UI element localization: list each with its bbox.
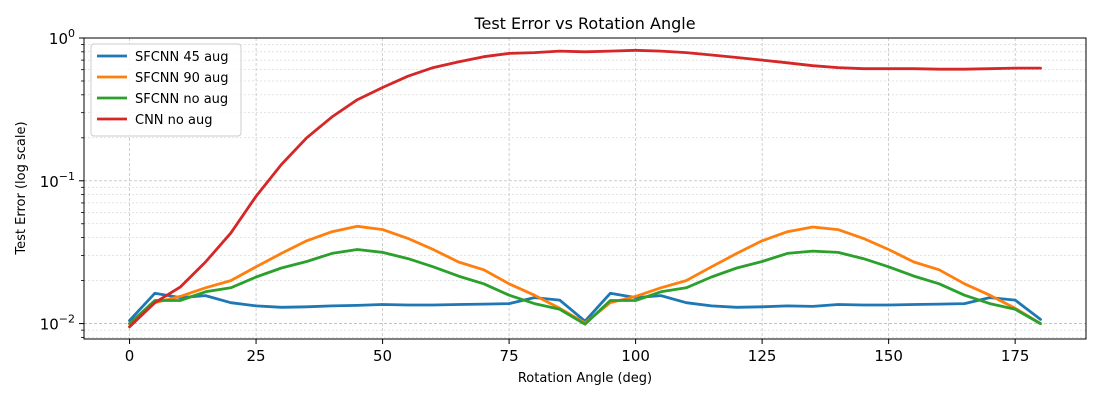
x-tick-label: 0 — [125, 347, 135, 365]
series-lines — [128, 48, 1042, 329]
legend-label: CNN no aug — [135, 113, 212, 128]
series-line — [128, 48, 1042, 329]
y-axis-label: Test Error (log scale) — [14, 121, 29, 255]
x-tick-label: 75 — [500, 347, 519, 365]
legend-box — [90, 43, 242, 137]
x-tick-label: 25 — [247, 347, 266, 365]
axis-ticks: 0 25 50 75 100 125 150 175 10−2 10−1 100 — [40, 27, 1030, 365]
y-tick-label: 100 — [49, 27, 75, 48]
series-line — [128, 248, 1042, 326]
legend: SFCNN 45 aug SFCNN 90 aug SFCNN no aug CNN … — [90, 43, 242, 137]
legend-label: SFCNN 45 aug — [135, 50, 229, 65]
y-tick-label: 10−1 — [40, 170, 75, 191]
x-tick-label: 175 — [1001, 347, 1030, 365]
plot-area-frame — [83, 37, 1087, 340]
x-tick-label: 150 — [874, 347, 903, 365]
y-tick-label: 10−2 — [40, 313, 75, 334]
x-tick-label: 100 — [621, 347, 650, 365]
series-line — [128, 291, 1042, 323]
x-tick-label: 125 — [748, 347, 777, 365]
x-axis-label: Rotation Angle (deg) — [518, 371, 652, 386]
x-tick-label: 50 — [373, 347, 392, 365]
chart-title: Test Error vs Rotation Angle — [473, 14, 695, 33]
legend-label: SFCNN no aug — [135, 92, 228, 107]
legend-label: SFCNN 90 aug — [135, 71, 229, 86]
